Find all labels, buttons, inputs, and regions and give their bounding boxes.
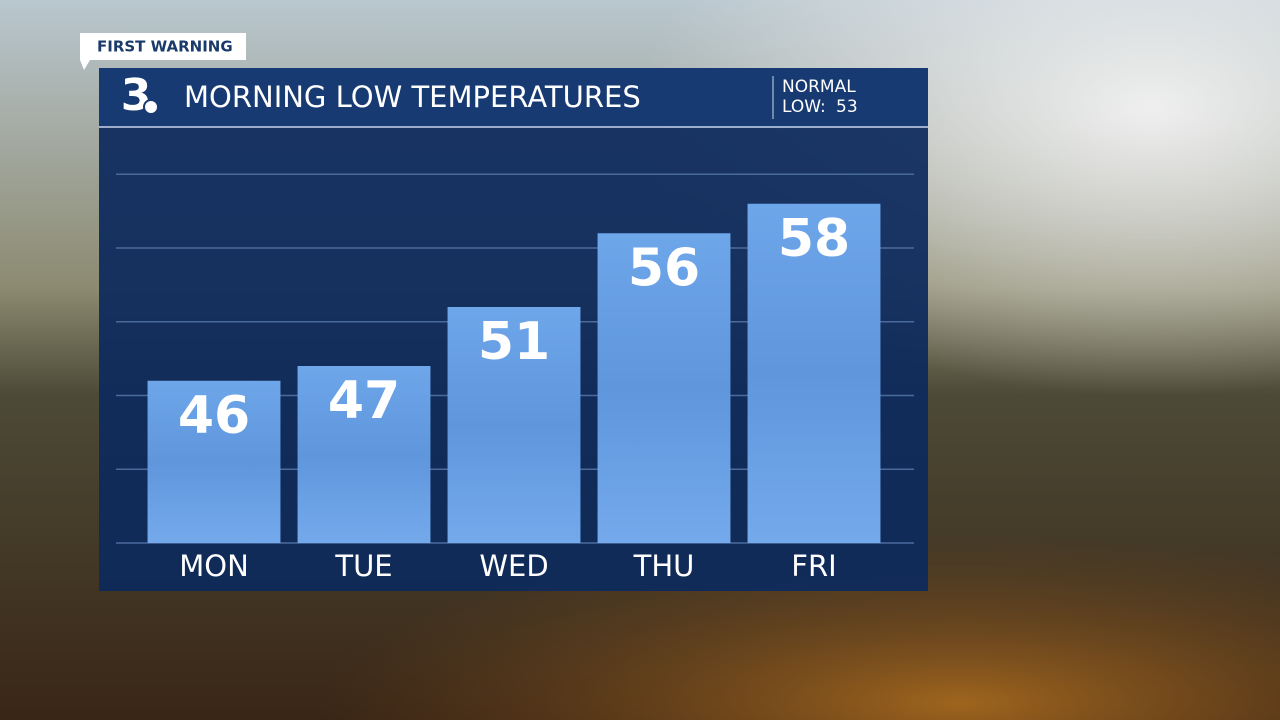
badge xyxy=(80,33,246,70)
normal-label: NORMAL xyxy=(782,77,856,97)
value-label: 58 xyxy=(778,209,850,269)
normal-low-label: LOW: xyxy=(782,97,826,117)
bar xyxy=(597,233,731,543)
bar xyxy=(147,380,281,543)
x-tick-label: FRI xyxy=(791,549,836,583)
bar xyxy=(747,203,881,543)
value-label: 46 xyxy=(178,386,250,446)
header-bar xyxy=(99,68,928,127)
x-tick-label: MON xyxy=(179,549,249,583)
x-tick-label: WED xyxy=(479,549,548,583)
value-label: 51 xyxy=(478,312,550,372)
normal-low-value: 53 xyxy=(836,97,858,117)
badge-text: FIRST WARNING xyxy=(97,38,233,56)
value-label: 47 xyxy=(328,371,400,431)
bar xyxy=(447,307,581,543)
x-tick-label: THU xyxy=(633,549,695,583)
x-tick-label: TUE xyxy=(334,549,392,583)
logo-eye xyxy=(143,99,159,115)
bar xyxy=(297,366,431,543)
value-label: 56 xyxy=(628,238,700,298)
chart-title: MORNING LOW TEMPERATURES xyxy=(184,80,641,114)
